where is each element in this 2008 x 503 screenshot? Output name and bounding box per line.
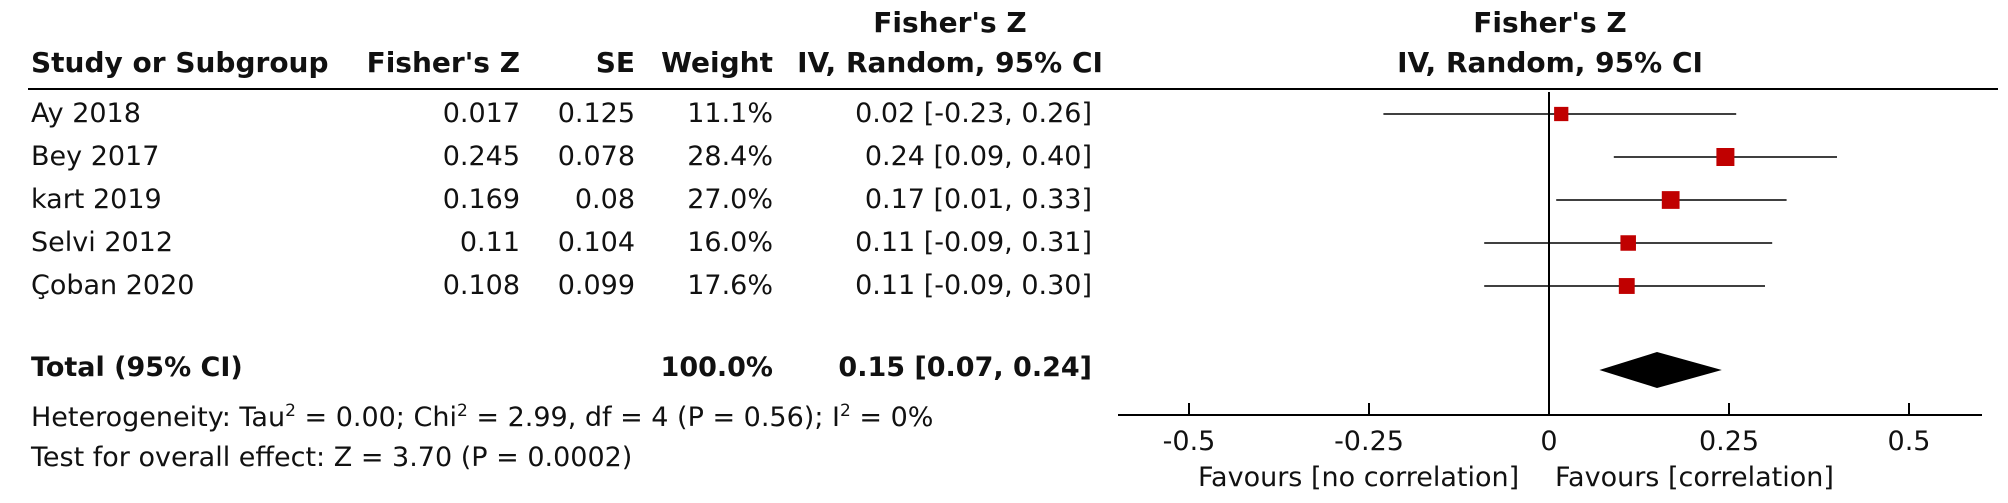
- header-ci-line2: IV, Random, 95% CI: [797, 46, 1103, 79]
- row-ci: 0.24 [0.09, 0.40]: [864, 141, 1092, 172]
- header-fishers-z: Fisher's Z: [366, 46, 520, 79]
- study-marker: [1554, 106, 1569, 122]
- row-study: Bey 2017: [31, 141, 160, 172]
- row-se: 0.08: [574, 184, 635, 215]
- row-se: 0.104: [557, 227, 635, 258]
- heterogeneity-text: Heterogeneity: Tau2 = 0.00; Chi2 = 2.99,…: [31, 401, 934, 433]
- row-ci: 0.11 [-0.09, 0.30]: [855, 270, 1092, 301]
- row-z: 0.108: [442, 270, 520, 301]
- row-z: 0.245: [442, 141, 520, 172]
- row-study: Çoban 2020: [31, 270, 195, 301]
- study-marker: [1716, 148, 1735, 166]
- row-weight: 11.1%: [687, 98, 773, 129]
- header-rule: [28, 88, 1998, 90]
- row-se: 0.099: [557, 270, 635, 301]
- row-ci: 0.11 [-0.09, 0.31]: [855, 227, 1092, 258]
- row-z: 0.169: [442, 184, 520, 215]
- row-study: Ay 2018: [31, 98, 141, 129]
- study-marker: [1661, 191, 1680, 209]
- header-weight: Weight: [661, 46, 773, 79]
- row-ci: 0.17 [0.01, 0.33]: [864, 184, 1092, 215]
- header-study: Study or Subgroup: [31, 46, 329, 79]
- pooled-diamond: [1599, 352, 1722, 388]
- favours-right-label: Favours [correlation]: [1555, 462, 1834, 493]
- header-ci-line1: Fisher's Z: [873, 6, 1027, 39]
- row-weight: 27.0%: [687, 184, 773, 215]
- row-z: 0.017: [442, 98, 520, 129]
- row-weight: 28.4%: [687, 141, 773, 172]
- row-z: 0.11: [459, 227, 520, 258]
- total-weight: 100.0%: [660, 352, 773, 383]
- row-se: 0.125: [557, 98, 635, 129]
- row-weight: 17.6%: [687, 270, 773, 301]
- favours-left-label: Favours [no correlation]: [1198, 462, 1520, 493]
- row-weight: 16.0%: [687, 227, 773, 258]
- plot-header-line1: Fisher's Z: [1473, 6, 1627, 39]
- x-tick-label: 0.25: [1699, 426, 1759, 457]
- row-se: 0.078: [557, 141, 635, 172]
- overall-effect-text: Test for overall effect: Z = 3.70 (P = 0…: [31, 442, 633, 473]
- row-study: kart 2019: [31, 184, 162, 215]
- row-ci: 0.02 [-0.23, 0.26]: [855, 98, 1092, 129]
- x-tick-label: -0.25: [1334, 426, 1404, 457]
- x-tick-label: 0: [1540, 426, 1557, 457]
- x-tick-label: 0.5: [1888, 426, 1931, 457]
- total-ci: 0.15 [0.07, 0.24]: [838, 352, 1092, 383]
- plot-header-line2: IV, Random, 95% CI: [1397, 46, 1703, 79]
- x-tick-label: -0.5: [1163, 426, 1216, 457]
- row-study: Selvi 2012: [31, 227, 174, 258]
- total-label: Total (95% CI): [31, 352, 243, 383]
- study-marker: [1618, 278, 1635, 294]
- header-se: SE: [595, 46, 635, 79]
- study-marker: [1620, 235, 1636, 251]
